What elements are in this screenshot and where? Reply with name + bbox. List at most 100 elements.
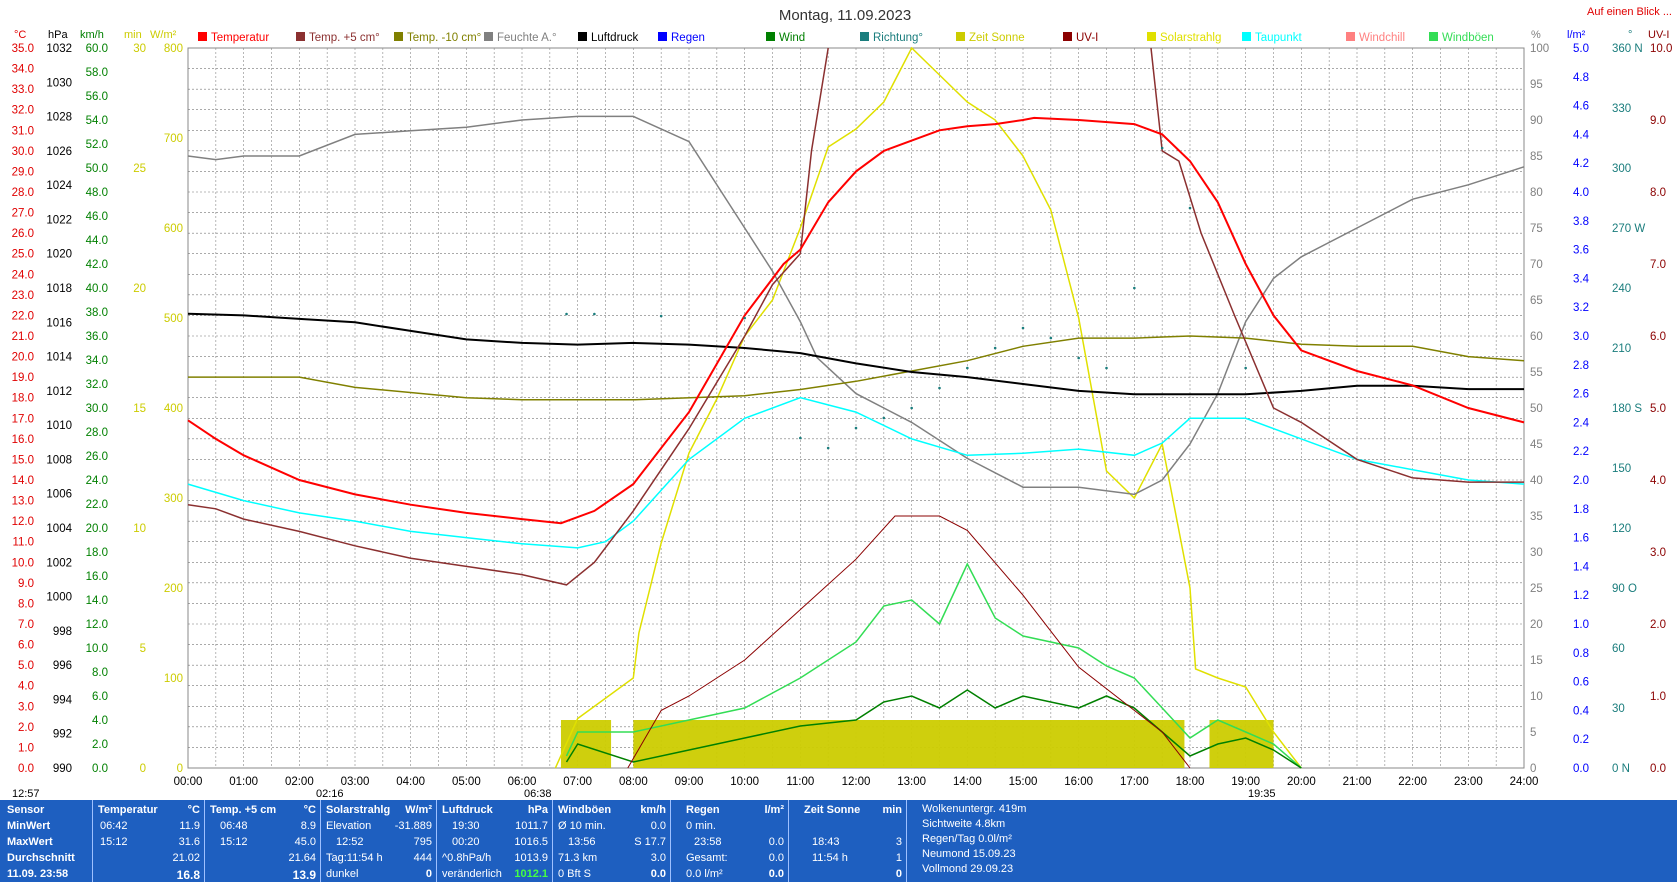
solar-max: 795: [413, 836, 432, 848]
axis-uvi-tick: 7.0: [1650, 259, 1666, 271]
solar-elev-label: Elevation: [326, 820, 372, 832]
axis-kmh-tick: 14.0: [86, 595, 108, 607]
temp5-now: 13.9: [292, 868, 316, 882]
sun-block: [560, 720, 612, 768]
axis-x-tick: 03:00: [341, 776, 370, 788]
temp5-min-time: 06:48: [220, 820, 248, 832]
temp5-header: Temp. +5 cm: [210, 804, 277, 816]
axis-temp-tick: 24.0: [12, 269, 34, 281]
axis-lm2-tick: 4.8: [1573, 72, 1589, 84]
sensor-max: MaxWert: [7, 836, 53, 848]
solar-max-time: 12:52: [336, 836, 364, 848]
axis-x-tick: 09:00: [675, 776, 704, 788]
axis-x-tick: 05:00: [452, 776, 481, 788]
summary-panel: Sensor MinWert MaxWert Durchschnitt 11.0…: [0, 800, 1677, 882]
axis-pct-tick: 5: [1530, 727, 1536, 739]
axis-pct-tick: 80: [1530, 187, 1543, 199]
axis-x-tick: 16:00: [1064, 776, 1093, 788]
axis-pct-tick: 0: [1530, 763, 1536, 775]
axis-x-tick: 14:00: [953, 776, 982, 788]
axis-kmh-tick: 48.0: [86, 187, 108, 199]
axis-temp-tick: 13.0: [12, 496, 34, 508]
axis-pct-tick: 45: [1530, 439, 1543, 451]
axis-x-tick: 01:00: [229, 776, 258, 788]
temp5-max: 45.0: [294, 836, 316, 848]
axis-pct-tick: 65: [1530, 295, 1543, 307]
gust-max: S 17.7: [634, 836, 666, 848]
axis-x-tick: 13:00: [897, 776, 926, 788]
axis-wm2-tick: 400: [164, 403, 183, 415]
chart-grid: [187, 47, 1525, 769]
axis-wm2-tick: 700: [164, 133, 183, 145]
solar-header: Solarstrahlg: [326, 804, 391, 816]
series-uv-i: [627, 515, 1191, 769]
axis-x-tick: 21:00: [1343, 776, 1372, 788]
axis-wm2-tick: 100: [164, 673, 183, 685]
axis-wm2-tick: 500: [164, 313, 183, 325]
axis-deg-tick: 150: [1612, 463, 1631, 475]
axis-pct-tick: 40: [1530, 475, 1543, 487]
axis-uvi-tick: 8.0: [1650, 187, 1666, 199]
legend-swatch: [956, 32, 965, 41]
axis-temp-tick: 32.0: [12, 105, 34, 117]
legend-label: Regen: [671, 32, 705, 44]
series-temp-5-cm-2-: [1150, 47, 1524, 483]
axis-deg-tick: 90 O: [1612, 583, 1637, 595]
gust-avg10: 0.0: [650, 820, 666, 832]
axis-uvi-tick: 6.0: [1650, 331, 1666, 343]
overview-link[interactable]: Auf einen Blick ...: [1587, 6, 1672, 18]
axis-temp-tick: 26.0: [12, 228, 34, 240]
legend-swatch: [484, 32, 493, 41]
unit-pct: %: [1531, 29, 1541, 41]
sensor-now: 11.09. 23:58: [7, 868, 69, 880]
axis-temp-tick: 15.0: [12, 454, 34, 466]
legend-label: Richtung°: [873, 32, 923, 44]
axis-lm2-tick: 1.0: [1573, 619, 1589, 631]
legend-label: Solarstrahlg: [1160, 32, 1221, 44]
axis-temp-tick: 1.0: [18, 742, 34, 754]
wind-bft: 0 Bft S: [558, 868, 592, 880]
direction-point: [910, 406, 913, 410]
axis-hpa-tick: 1024: [46, 180, 72, 192]
gust-header: Windböen: [558, 804, 612, 816]
axis-temp-tick: 12.0: [12, 516, 34, 528]
axis-temp-tick: 9.0: [18, 578, 34, 590]
chart-axes: 35.0 34.0 33.0 32.0 31.0 30.0 29.0 28.0 27.0 26.0…: [12, 43, 1673, 788]
sun-max-time: 18:43: [812, 836, 840, 848]
axis-wm2-tick: 800: [164, 43, 183, 55]
axis-x-tick: 02:00: [285, 776, 314, 788]
axis-deg-tick: 330: [1612, 103, 1631, 115]
temp-unit: °C: [187, 804, 200, 816]
axis-temp-tick: 22.0: [12, 310, 34, 322]
sun-duration: 11:54 h: [812, 852, 848, 864]
axis-lm2-tick: 3.4: [1573, 273, 1590, 285]
axis-lm2-tick: 3.2: [1573, 302, 1589, 314]
legend-label: Wind: [779, 32, 805, 44]
axis-pct-tick: 55: [1530, 367, 1543, 379]
axis-lm2-tick: 0.2: [1573, 734, 1589, 746]
weather-chart: 35.0 34.0 33.0 32.0 31.0 30.0 29.0 28.0 27.0 26.0…: [12, 6, 1673, 800]
axis-pct-tick: 70: [1530, 259, 1543, 271]
axis-x-tick: 00:00: [174, 776, 203, 788]
axis-min-tick: 10: [133, 523, 146, 535]
summary-gust: Windböen km/h Ø 10 min. 0.0 13:56 S 17.7 71…: [552, 800, 671, 882]
axis-kmh-tick: 0.0: [92, 763, 108, 775]
axis-uvi-tick: 3.0: [1650, 547, 1666, 559]
axis-pct-tick: 10: [1530, 691, 1543, 703]
legend-label: Temp. +5 cm°: [309, 32, 380, 44]
sun-header: Zeit Sonne: [804, 804, 861, 816]
direction-point: [743, 316, 746, 320]
legend-swatch: [658, 32, 667, 41]
direction-point: [659, 314, 663, 318]
rain-unit: l/m²: [764, 804, 784, 816]
axis-kmh-tick: 44.0: [86, 235, 108, 247]
axis-lm2-tick: 4.4: [1573, 129, 1590, 141]
axis-kmh-tick: 22.0: [86, 499, 108, 511]
temp5-avg: 21.64: [288, 852, 316, 864]
legend-label: Zeit Sonne: [969, 32, 1025, 44]
axis-kmh-tick: 4.0: [92, 715, 108, 727]
legend-swatch: [394, 32, 403, 41]
full-moon: Vollmond 29.09.23: [922, 863, 1014, 875]
axis-temp-tick: 4.0: [18, 681, 34, 693]
axis-hpa-tick: 1000: [46, 592, 72, 604]
